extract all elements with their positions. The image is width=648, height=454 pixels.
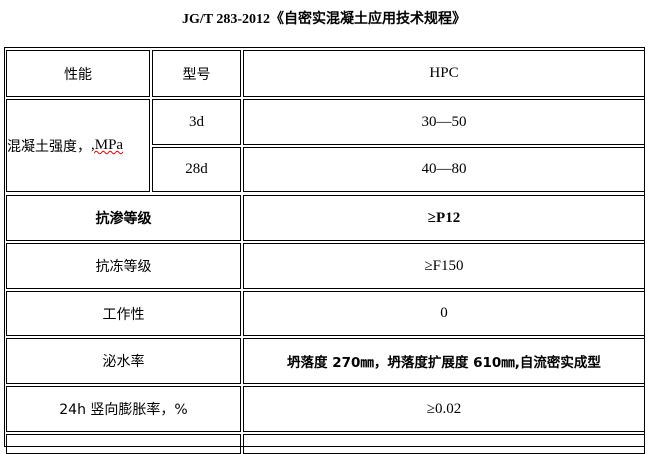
row-label-frost: 抗冻等级: [6, 243, 241, 289]
row-value-frost: ≥F150: [243, 243, 645, 289]
strength-age-3d: 3d: [152, 99, 241, 145]
strength-age-28d: 28d: [152, 147, 241, 192]
row-label-impermeability: 抗渗等级: [6, 195, 241, 241]
header-property: 性能: [6, 50, 150, 97]
row-value-expansion: ≥0.02: [243, 386, 645, 432]
strength-label: 混凝土强度，: [7, 138, 91, 155]
row-label-bleeding: 泌水率: [6, 338, 241, 384]
row-label-next: [6, 434, 241, 454]
strength-unit: ,MPa: [91, 137, 124, 153]
row-label-expansion: 24h 竖向膨胀率，%: [6, 386, 241, 432]
row-value-next: [243, 434, 645, 454]
header-model: 型号: [152, 50, 241, 97]
row-value-bleeding: 坍落度 270㎜，坍落度扩展度 610㎜,自流密实成型: [243, 338, 645, 384]
strength-label-cell: 混凝土强度， ,MPa: [6, 99, 150, 192]
row-label-workability: 工作性: [6, 291, 241, 336]
header-hpc: HPC: [243, 50, 645, 97]
document-title: JG/T 283-2012《自密实混凝土应用技术规程》: [181, 12, 467, 27]
strength-value-3d: 30—50: [243, 99, 645, 145]
row-value-impermeability: ≥P12: [243, 195, 645, 241]
strength-value-28d: 40—80: [243, 147, 645, 192]
row-value-workability: 0: [243, 291, 645, 336]
